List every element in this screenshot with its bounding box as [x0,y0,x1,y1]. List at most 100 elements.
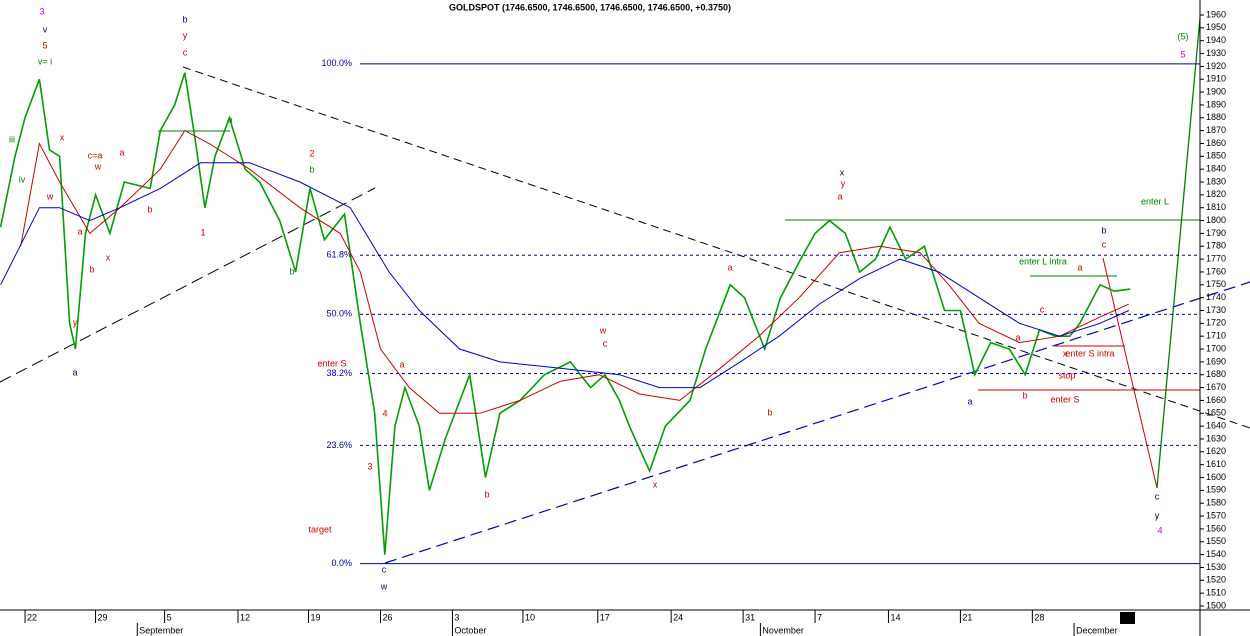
y-tick-label: 1880 [1206,112,1226,122]
wave-label: enter S [1050,394,1079,404]
wave-label: a [837,191,842,201]
y-tick-label: 1670 [1206,382,1226,392]
wave-label: enter L [1141,196,1169,206]
x-tick-label: 28 [1034,612,1044,622]
wave-label: 2 [309,148,314,158]
y-tick-label: 1940 [1206,35,1226,45]
y-tick-label: 1820 [1206,189,1226,199]
wave-label: a [1077,262,1082,272]
y-tick-label: 1680 [1206,369,1226,379]
wave-label: w [380,581,388,591]
chart-title: GOLDSPOT (1746.6500, 1746.6500, 1746.650… [449,2,731,12]
wave-label: 4 [1157,525,1162,535]
wave-label: x [106,252,111,262]
x-tick-label: 21 [962,612,972,622]
wave-label: a [1015,332,1020,342]
wave-label: w [46,191,54,201]
wave-label: a [727,262,732,272]
wave-label: b [182,14,187,24]
y-tick-label: 1950 [1206,22,1226,32]
y-tick-label: 1550 [1206,536,1226,546]
wave-label: y [73,317,78,327]
x-tick-label: 10 [525,612,535,622]
x-tick-label: 5 [167,612,172,622]
wave-label: b [484,489,489,499]
wave-label: 3 [39,6,44,16]
x-tick-label: 7 [817,612,822,622]
x-tick-label: 31 [745,612,755,622]
y-tick-label: 1810 [1206,202,1226,212]
wave-label: x [840,167,845,177]
wave-label: a [77,226,82,236]
month-label: September [139,625,183,635]
y-tick-label: 1900 [1206,86,1226,96]
fib-label: 100.0% [321,58,352,68]
month-label: November [762,625,804,635]
x-tick-label: 3 [454,612,459,622]
fib-label: 23.6% [326,440,352,450]
wave-label: b [309,164,314,174]
y-tick-label: 1750 [1206,279,1226,289]
x-tick-label: 22 [27,612,37,622]
wave-label: w [599,325,607,335]
y-tick-label: 1910 [1206,74,1226,84]
moving-average [0,162,1130,389]
wave-label: b [289,266,294,276]
wave-label: b [89,264,94,274]
wave-label: c [183,47,188,57]
wave-label: y [183,30,188,40]
y-tick-label: 1770 [1206,253,1226,263]
y-tick-label: 1870 [1206,125,1226,135]
y-tick-label: 1840 [1206,164,1226,174]
y-tick-label: 1600 [1206,472,1226,482]
wave-label: b [1101,225,1106,235]
y-tick-label: 1850 [1206,151,1226,161]
y-tick-label: 1730 [1206,305,1226,315]
y-tick-label: 1710 [1206,331,1226,341]
wave-label: iv [19,174,26,184]
wave-label: 5 [1180,49,1185,59]
wave-label: c [1155,491,1160,501]
y-tick-label: 1580 [1206,498,1226,508]
price-line [0,72,1131,555]
fib-label: 61.8% [326,250,352,260]
y-tick-label: 1590 [1206,485,1226,495]
wave-label: v= i [38,56,52,66]
y-tick-label: 1610 [1206,459,1226,469]
x-tick-label: 17 [600,612,610,622]
y-tick-label: 1800 [1206,215,1226,225]
x-tick-label: 19 [311,612,321,622]
wave-label: 5 [42,40,47,50]
wave-label: enter S intra [1065,348,1114,358]
y-tick-label: 1500 [1206,600,1226,610]
x-tick-label: 26 [382,612,392,622]
wave-label: b [1022,390,1027,400]
wave-label: c=a [88,150,103,160]
x-tick-label: 14 [890,612,900,622]
y-tick-label: 1570 [1206,510,1226,520]
trendline [182,66,1250,429]
y-tick-label: 1740 [1206,292,1226,302]
wave-label: enter L intra [1019,256,1067,266]
y-tick-label: 1830 [1206,176,1226,186]
fib-label: 50.0% [326,309,352,319]
y-tick-label: 1760 [1206,266,1226,276]
wave-label: c [1102,239,1107,249]
y-tick-label: 1890 [1206,99,1226,109]
wave-label: c [603,338,608,348]
end-marker [1120,612,1135,624]
projection-line [1156,17,1201,489]
y-tick-label: 1560 [1206,523,1226,533]
wave-label: (5) [1178,31,1189,41]
y-tick-label: 1720 [1206,318,1226,328]
y-tick-label: 1690 [1206,356,1226,366]
wave-label: iii [9,134,15,144]
y-tick-label: 1920 [1206,61,1226,71]
y-tick-label: 1790 [1206,228,1226,238]
wave-label: a [399,359,404,369]
wave-label: enter S [317,358,346,368]
y-tick-label: 1640 [1206,421,1226,431]
wave-label: y [841,178,846,188]
